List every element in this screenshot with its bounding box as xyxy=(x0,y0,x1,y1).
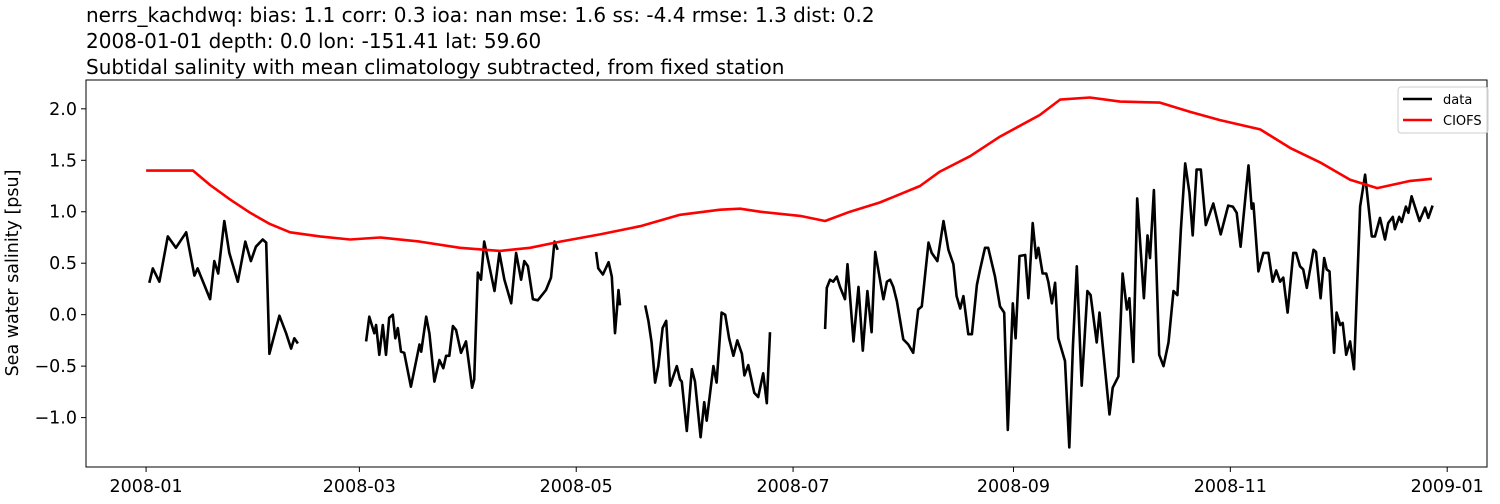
y-tick-label: −0.5 xyxy=(35,357,78,377)
series-data-line-segment xyxy=(823,162,1434,449)
legend-data-label: data xyxy=(1443,93,1472,108)
series-data-line-segment xyxy=(643,305,772,439)
y-axis-label: Sea water salinity [psu] xyxy=(3,170,23,377)
x-axis: 2008-01 2008-03 2008-05 2008-07 2008-09 2008-… xyxy=(110,467,1484,497)
y-tick-label: 1.5 xyxy=(49,151,77,171)
series-data-line-segment xyxy=(594,251,622,335)
y-tick-label: 0.0 xyxy=(49,306,77,326)
plot-frame xyxy=(85,79,1488,468)
y-tick-label: 2.0 xyxy=(49,100,77,120)
x-tick-label: 2008-09 xyxy=(977,477,1050,497)
series-ciofs-line-segment xyxy=(146,96,1433,253)
x-tick-label: 2009-01 xyxy=(1411,477,1484,497)
series-data-line-segment xyxy=(364,240,559,389)
x-tick-label: 2008-07 xyxy=(757,477,830,497)
x-tick-label: 2008-11 xyxy=(1194,477,1267,497)
x-tick-label: 2008-05 xyxy=(540,477,613,497)
chart-title-line-3: Subtidal salinity with mean climatology … xyxy=(86,55,784,79)
series-data-line-segment xyxy=(148,219,299,356)
x-tick-label: 2008-03 xyxy=(323,477,396,497)
series-layer xyxy=(146,96,1434,449)
y-tick-label: −1.0 xyxy=(35,409,78,429)
legend-ciofs-label: CIOFS xyxy=(1443,114,1482,129)
legend: data CIOFS xyxy=(1397,86,1489,134)
y-tick-label: 0.5 xyxy=(49,254,77,274)
chart-title-line-1: nerrs_kachdwq: bias: 1.1 corr: 0.3 ioa: … xyxy=(86,3,875,27)
chart-title-line-2: 2008-01-01 depth: 0.0 lon: -151.41 lat: … xyxy=(86,29,541,53)
y-axis: 2.0 1.5 1.0 0.5 0.0 −0.5 −1.0 xyxy=(35,100,86,429)
y-tick-label: 1.0 xyxy=(49,203,77,223)
x-tick-label: 2008-01 xyxy=(110,477,183,497)
